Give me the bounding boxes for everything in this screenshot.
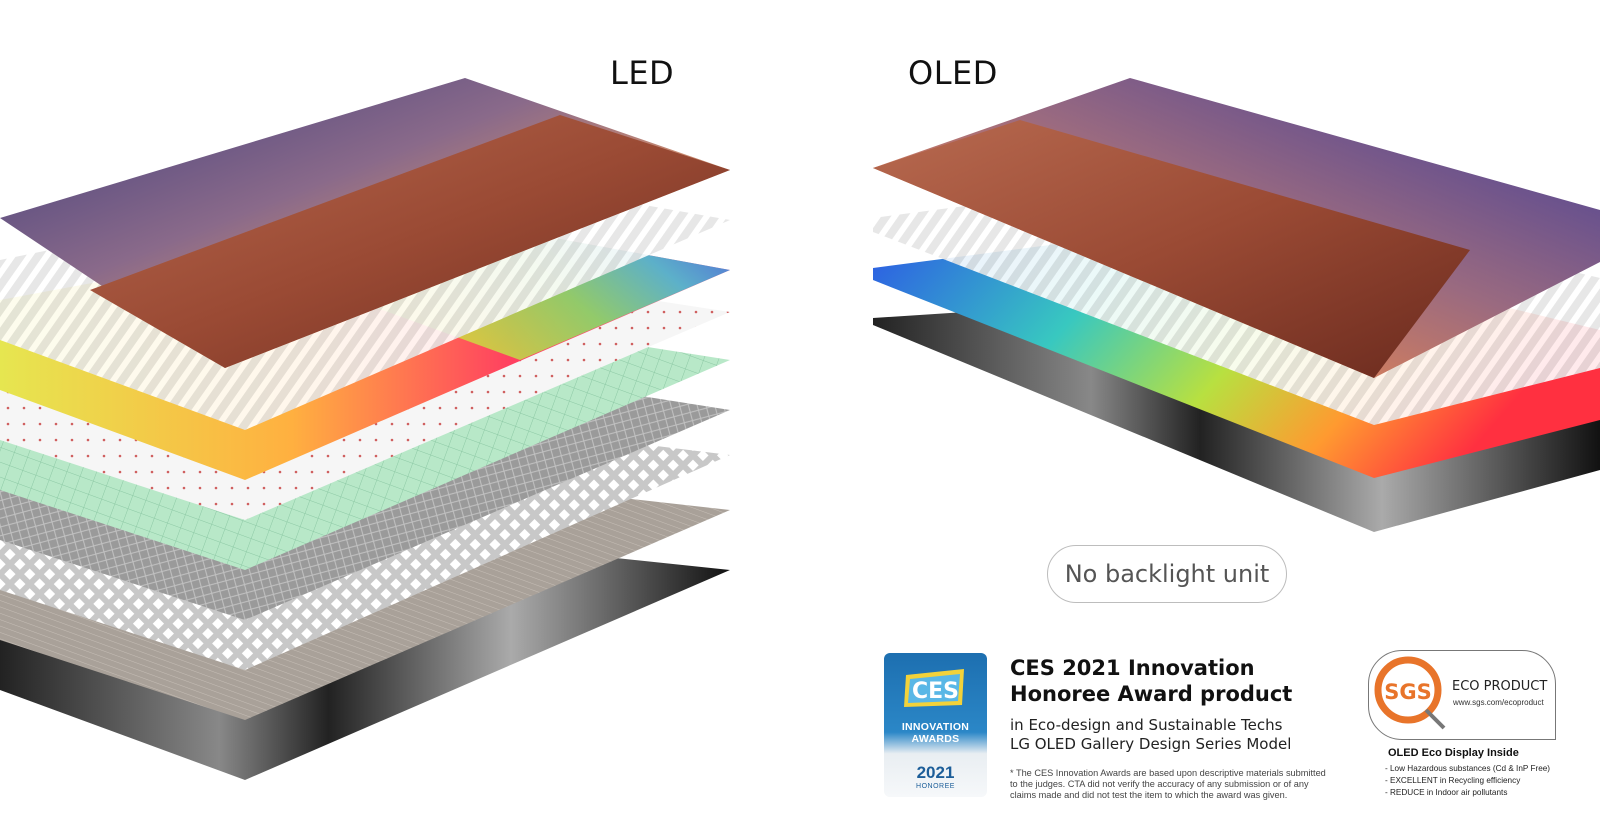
oled-layer-stack: [873, 78, 1600, 532]
oled-label: OLED: [908, 54, 998, 92]
award-subtitle: in Eco-design and Sustainable Techs LG O…: [1010, 716, 1330, 754]
sgs-url: www.sgs.com/ecoproduct: [1453, 698, 1544, 707]
eco-display-title: OLED Eco Display Inside: [1388, 747, 1519, 759]
award-sub-line1: in Eco-design and Sustainable Techs: [1010, 716, 1283, 734]
sgs-eco-product: ECO PRODUCT: [1452, 679, 1548, 694]
sgs-logo-icon: SGS: [1374, 656, 1446, 730]
award-title-line2: Honoree Award product: [1010, 682, 1293, 706]
eco-list-item: - REDUCE in Indoor air pollutants: [1385, 788, 1508, 797]
ces-innovation-badge: CES INNOVATION AWARDS 2021 HONOREE: [884, 653, 987, 797]
led-layer-image-dunes: [90, 115, 730, 368]
ces-badge-year: 2021: [916, 763, 955, 782]
eco-list-item: - EXCELLENT in Recycling efficiency: [1385, 776, 1521, 785]
eco-list: - Low Hazardous substances (Cd & InP Fre…: [1385, 763, 1550, 799]
ces-badge-word: CES: [911, 679, 960, 704]
award-title: CES 2021 Innovation Honoree Award produc…: [1010, 655, 1330, 707]
award-note-line1: * The CES Innovation Awards are based up…: [1010, 768, 1326, 778]
led-label: LED: [610, 54, 675, 92]
sgs-eco-badge: [1368, 650, 1556, 740]
award-note-line3: claims made and did not test the item to…: [1010, 790, 1288, 800]
ces-badge-honoree: HONOREE: [916, 783, 955, 790]
award-title-line1: CES 2021 Innovation: [1010, 656, 1255, 680]
ces-badge-innovation: INNOVATION AWARDS: [884, 721, 987, 745]
award-note-line2: to the judges. CTA did not verify the ac…: [1010, 779, 1309, 789]
led-layer-stack: [0, 78, 730, 780]
ces-badge-line1: INNOVATION: [901, 721, 970, 733]
sgs-logo-text: SGS: [1384, 680, 1432, 704]
no-backlight-pill: No backlight unit: [1047, 545, 1287, 603]
pill-text: No backlight unit: [1064, 560, 1270, 588]
award-sub-line2: LG OLED Gallery Design Series Model: [1010, 735, 1292, 753]
eco-list-item: - Low Hazardous substances (Cd & InP Fre…: [1385, 764, 1551, 773]
oled-layer-image-dunes: [873, 120, 1470, 378]
ces-badge-line2: AWARDS: [911, 733, 960, 745]
ces-logo-icon: [904, 669, 964, 707]
award-disclaimer: * The CES Innovation Awards are based up…: [1010, 768, 1340, 801]
